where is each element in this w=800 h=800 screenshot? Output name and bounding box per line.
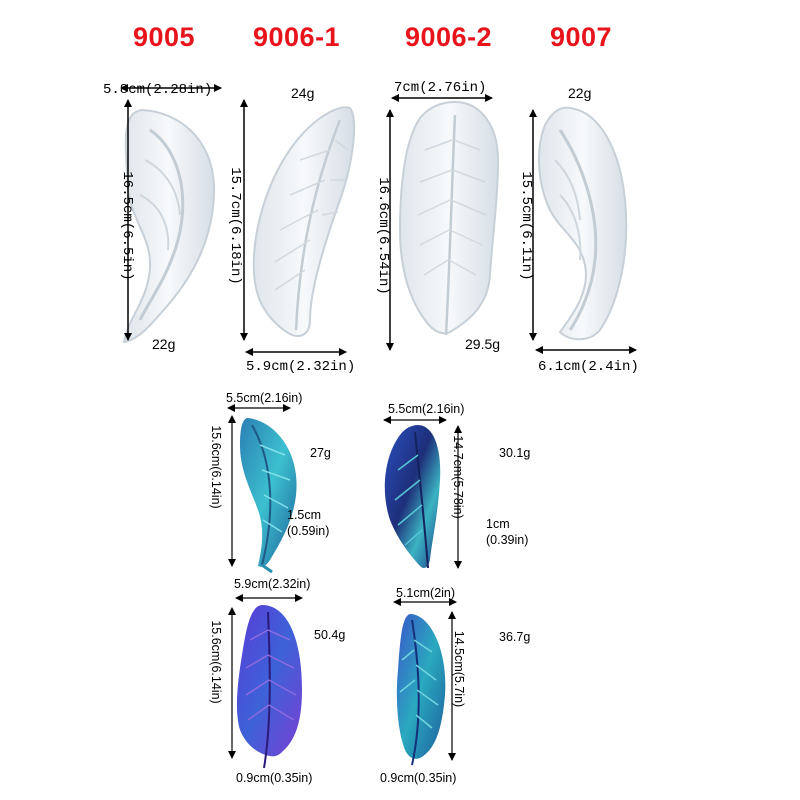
mold-9007-height-label: 15.5cm(6.1in) [518, 171, 534, 281]
mold-code-9006-1: 9006-1 [253, 22, 341, 52]
mold-9006-1-weight-label: 24g [291, 85, 315, 101]
mold-9006-2-height-label: 16.6cm(6.54in) [375, 177, 391, 295]
finished-1-thickness-cm: 1.5cm [287, 508, 322, 522]
mold-9005-weight-label: 22g [152, 336, 176, 352]
mold-9007-width-label: 6.1cm(2.4in) [538, 359, 639, 375]
mold-9006-2-width-label: 7cm(2.76in) [394, 80, 487, 96]
mold-9006-2-weight-label: 29.5g [465, 336, 501, 352]
finished-3-weight-label: 50.4g [314, 628, 346, 642]
mold-9006-1-width-label: 5.9cm(2.32in) [246, 359, 356, 375]
finished-3-width-label: 5.9cm(2.32in) [234, 577, 311, 591]
mold-code-9007: 9007 [550, 22, 613, 52]
mold-9006-2 [398, 100, 500, 336]
finished-feather-4 [396, 614, 446, 766]
mold-9005-height-label: 16.5cm(6.5in) [119, 171, 135, 281]
finished-feather-2 [384, 425, 441, 569]
mold-9006-1 [252, 106, 356, 338]
finished-1-height-label: 15.6cm(6.14in) [209, 425, 223, 509]
mold-9007 [537, 106, 628, 341]
mold-9006-1-height-label: 15.7cm(6.18in) [227, 167, 243, 285]
finished-2-thickness-cm: 1cm [486, 517, 510, 531]
finished-2-thickness-in: (0.39in) [486, 533, 529, 547]
finished-feather-1 [240, 418, 297, 574]
finished-1-weight-label: 27g [310, 446, 331, 460]
finished-1-thickness-in: (0.59in) [287, 524, 330, 538]
mold-9007-weight-label: 22g [568, 85, 592, 101]
mold-9005-width-label: 5.8cm(2.28in) [103, 82, 213, 98]
finished-feather-3 [236, 605, 302, 769]
finished-4-height-label: 14.5cm(5.7in) [452, 630, 466, 708]
finished-4-width-label: 5.1cm(2in) [396, 586, 456, 600]
finished-3-thickness-label: 0.9cm(0.35in) [236, 771, 313, 785]
finished-4-thickness-label: 0.9cm(0.35in) [380, 771, 457, 785]
mold-code-9005: 9005 [133, 22, 196, 52]
finished-2-height-label: 14.7cm(5.78in) [451, 435, 465, 519]
mold-code-9006-2: 9006-2 [405, 22, 493, 52]
finished-1-width-label: 5.5cm(2.16in) [226, 391, 303, 405]
finished-4-weight-label: 36.7g [499, 630, 531, 644]
finished-3-height-label: 15.6cm(6.14in) [209, 620, 223, 704]
finished-2-width-label: 5.5cm(2.16in) [388, 402, 465, 416]
finished-2-weight-label: 30.1g [499, 446, 531, 460]
mold-9005 [122, 108, 216, 344]
